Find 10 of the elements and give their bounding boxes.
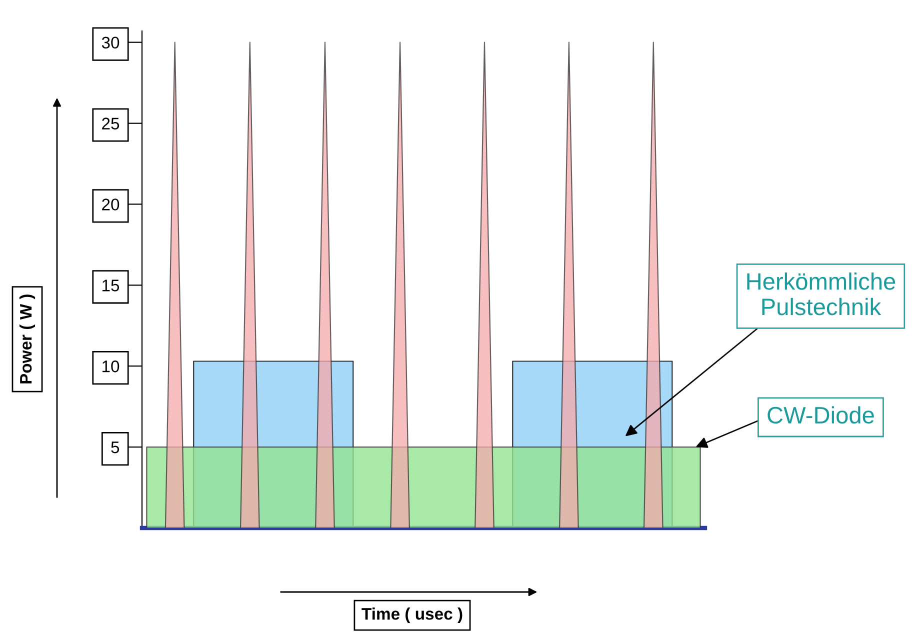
y-tick-label: 20 (102, 198, 120, 210)
x-axis-title: Time ( usec ) (362, 608, 462, 624)
y-tick-label: 15 (102, 280, 120, 292)
y-tick-label: 30 (102, 36, 120, 49)
y-tick-label: 10 (102, 360, 120, 372)
y-tick-label: 5 (111, 442, 120, 454)
y-tick-label: 25 (102, 118, 120, 130)
text: CW-Diode (768, 406, 874, 424)
y-axis-title: Power ( W ) (19, 294, 36, 384)
text: Herkömmliche Pulstechnik (747, 272, 896, 316)
